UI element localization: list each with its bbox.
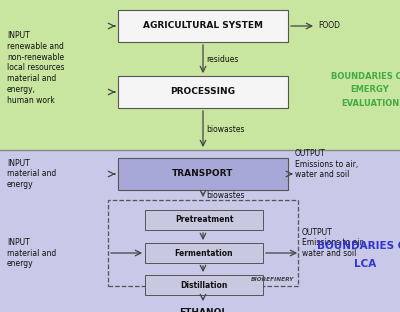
Text: INPUT
renewable and
non-renewable
local resources
material and
energy,
human wor: INPUT renewable and non-renewable local …	[7, 31, 64, 105]
Text: FOOD: FOOD	[318, 22, 340, 31]
Bar	[145, 210, 263, 230]
Bar	[0, 150, 400, 312]
Text: biowastes: biowastes	[206, 124, 244, 134]
Text: Pretreatment: Pretreatment	[175, 216, 233, 225]
Text: BOUNDARIES OF
EMERGY
EVALUATION: BOUNDARIES OF EMERGY EVALUATION	[331, 72, 400, 108]
Bar	[118, 76, 288, 108]
Text: Fermentation: Fermentation	[175, 248, 233, 257]
Bar	[145, 243, 263, 263]
Bar	[118, 10, 288, 42]
Bar	[108, 200, 298, 286]
Text: INPUT
material and
energy: INPUT material and energy	[7, 238, 56, 268]
Text: residues: residues	[206, 55, 238, 64]
Text: INPUT
material and
energy: INPUT material and energy	[7, 159, 56, 189]
Text: AGRICULTURAL SYSTEM: AGRICULTURAL SYSTEM	[143, 22, 263, 31]
Text: BIOREFINERY: BIOREFINERY	[251, 277, 294, 282]
Text: ETHANOL: ETHANOL	[179, 308, 227, 312]
Text: PROCESSING: PROCESSING	[170, 87, 236, 96]
Text: Distillation: Distillation	[180, 280, 228, 290]
Bar	[145, 275, 263, 295]
Bar	[0, 0, 400, 150]
Text: biowastes: biowastes	[206, 191, 244, 199]
Text: OUTPUT
Emissions to air,
water and soil: OUTPUT Emissions to air, water and soil	[302, 228, 365, 258]
Bar	[118, 158, 288, 190]
Text: OUTPUT
Emissions to air,
water and soil: OUTPUT Emissions to air, water and soil	[295, 149, 358, 179]
Text: BOUNDARIES OF
LCA: BOUNDARIES OF LCA	[317, 241, 400, 269]
Text: TRANSPORT: TRANSPORT	[172, 169, 234, 178]
